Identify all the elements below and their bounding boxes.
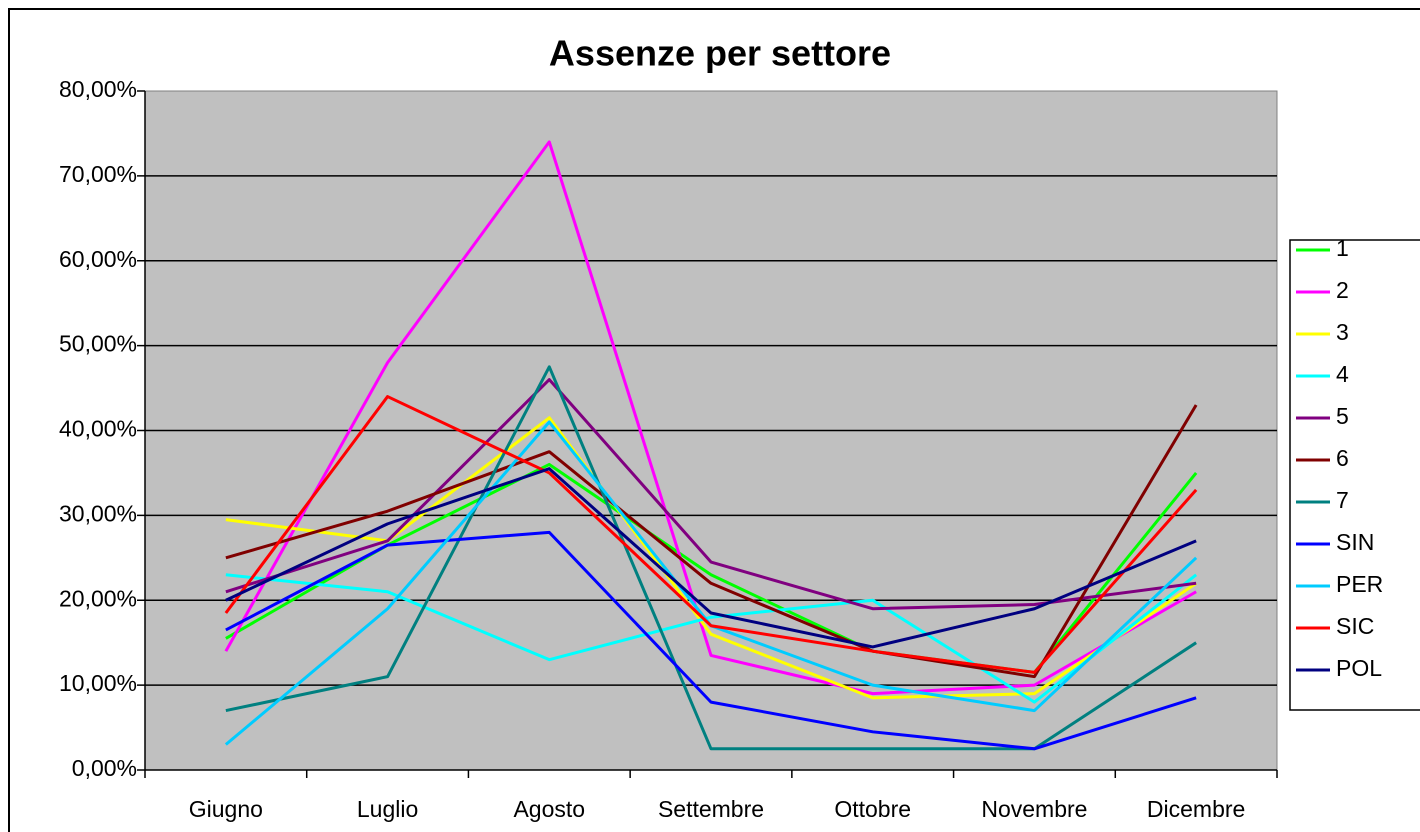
y-tick-label: 10,00% (59, 670, 137, 696)
y-tick-label: 0,00% (72, 755, 137, 781)
series-line (225, 573, 1198, 704)
legend-label: 5 (1336, 403, 1349, 429)
y-tick-label: 30,00% (59, 500, 137, 526)
series-line (225, 530, 1197, 751)
legend-label: SIC (1336, 613, 1374, 639)
series-line (225, 378, 1197, 611)
legend-label: POL (1336, 655, 1382, 681)
y-tick-label: 50,00% (59, 331, 137, 357)
chart-title: Assenze per settore (549, 33, 891, 74)
legend-label: SIN (1336, 529, 1374, 555)
series-line (225, 404, 1198, 679)
x-tick-label: Novembre (981, 796, 1087, 822)
series-line (224, 140, 1197, 696)
legend-label: 2 (1336, 277, 1349, 303)
x-tick-label: Agosto (513, 796, 585, 822)
legend-label: 1 (1336, 235, 1349, 261)
x-tick-label: Settembre (658, 796, 764, 822)
legend-label: 4 (1336, 361, 1349, 387)
legend-box (1289, 239, 1420, 711)
y-tick-label: 80,00% (59, 76, 137, 102)
y-tick-label: 70,00% (59, 161, 137, 187)
y-tick-label: 40,00% (59, 416, 137, 442)
legend-label: PER (1336, 571, 1383, 597)
x-tick-label: Dicembre (1147, 796, 1245, 822)
legend-label: 7 (1336, 487, 1349, 513)
y-tick-label: 20,00% (59, 585, 137, 611)
legend-label: 6 (1336, 445, 1349, 471)
legend-label: 3 (1336, 319, 1349, 345)
series-line (225, 467, 1197, 649)
x-tick-label: Giugno (189, 796, 263, 822)
y-tick-label: 60,00% (59, 246, 137, 272)
series-line (224, 395, 1198, 674)
x-tick-label: Ottobre (834, 796, 911, 822)
x-tick-label: Luglio (357, 796, 418, 822)
